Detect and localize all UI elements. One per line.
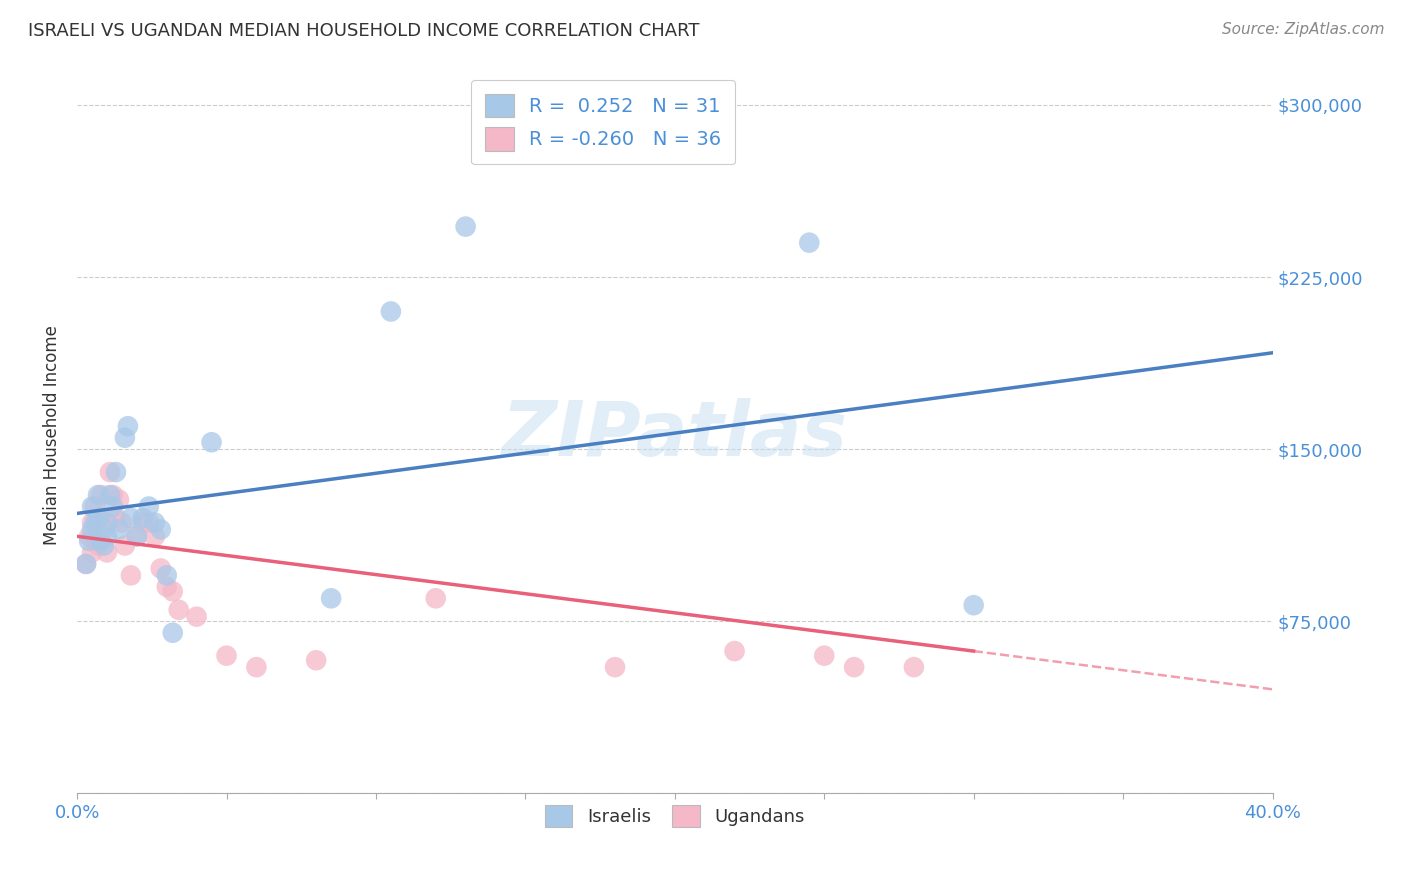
Point xyxy=(87,511,110,525)
Legend: Israelis, Ugandans: Israelis, Ugandans xyxy=(538,798,811,834)
Text: ISRAELI VS UGANDAN MEDIAN HOUSEHOLD INCOME CORRELATION CHART: ISRAELI VS UGANDAN MEDIAN HOUSEHOLD INCO… xyxy=(28,22,700,40)
Point xyxy=(305,653,328,667)
Point xyxy=(101,500,124,514)
Point xyxy=(380,304,402,318)
Point xyxy=(156,580,179,594)
Point xyxy=(162,625,184,640)
Point xyxy=(132,511,155,525)
Point xyxy=(149,523,172,537)
Point xyxy=(77,533,100,548)
Point xyxy=(156,568,179,582)
Point xyxy=(321,591,343,606)
Point xyxy=(603,660,626,674)
Point xyxy=(101,488,124,502)
Point xyxy=(104,465,127,479)
Point xyxy=(77,529,100,543)
Point xyxy=(963,598,986,612)
Point xyxy=(90,488,112,502)
Point xyxy=(87,539,110,553)
Point xyxy=(96,516,118,530)
Point xyxy=(186,609,208,624)
Point xyxy=(215,648,238,663)
Point xyxy=(84,533,107,548)
Point xyxy=(93,539,115,553)
Text: ZIPatlas: ZIPatlas xyxy=(502,399,848,473)
Point xyxy=(425,591,447,606)
Point xyxy=(84,500,107,514)
Point xyxy=(799,235,821,250)
Point xyxy=(114,431,136,445)
Point xyxy=(75,557,97,571)
Point xyxy=(149,561,172,575)
Point xyxy=(120,568,142,582)
Point xyxy=(162,584,184,599)
Point xyxy=(96,529,118,543)
Point xyxy=(98,465,121,479)
Point xyxy=(114,539,136,553)
Point xyxy=(454,219,477,234)
Point xyxy=(813,648,835,663)
Point xyxy=(90,511,112,525)
Point xyxy=(80,516,103,530)
Point xyxy=(80,523,103,537)
Point xyxy=(842,660,865,674)
Point xyxy=(143,516,166,530)
Point xyxy=(138,500,160,514)
Point xyxy=(90,533,112,548)
Point xyxy=(80,500,103,514)
Point xyxy=(723,644,745,658)
Point xyxy=(108,492,131,507)
Point xyxy=(96,545,118,559)
Point xyxy=(143,529,166,543)
Point xyxy=(903,660,925,674)
Point xyxy=(138,516,160,530)
Point xyxy=(200,435,222,450)
Point xyxy=(117,419,139,434)
Point xyxy=(87,488,110,502)
Point xyxy=(111,516,134,530)
Point xyxy=(98,488,121,502)
Point xyxy=(167,603,190,617)
Point xyxy=(132,516,155,530)
Point xyxy=(108,523,131,537)
Point xyxy=(75,557,97,571)
Y-axis label: Median Household Income: Median Household Income xyxy=(44,326,60,545)
Point xyxy=(120,511,142,525)
Point xyxy=(245,660,267,674)
Point xyxy=(104,511,127,525)
Point xyxy=(93,523,115,537)
Point xyxy=(80,545,103,559)
Point xyxy=(84,516,107,530)
Point xyxy=(125,529,148,543)
Point xyxy=(125,529,148,543)
Text: Source: ZipAtlas.com: Source: ZipAtlas.com xyxy=(1222,22,1385,37)
